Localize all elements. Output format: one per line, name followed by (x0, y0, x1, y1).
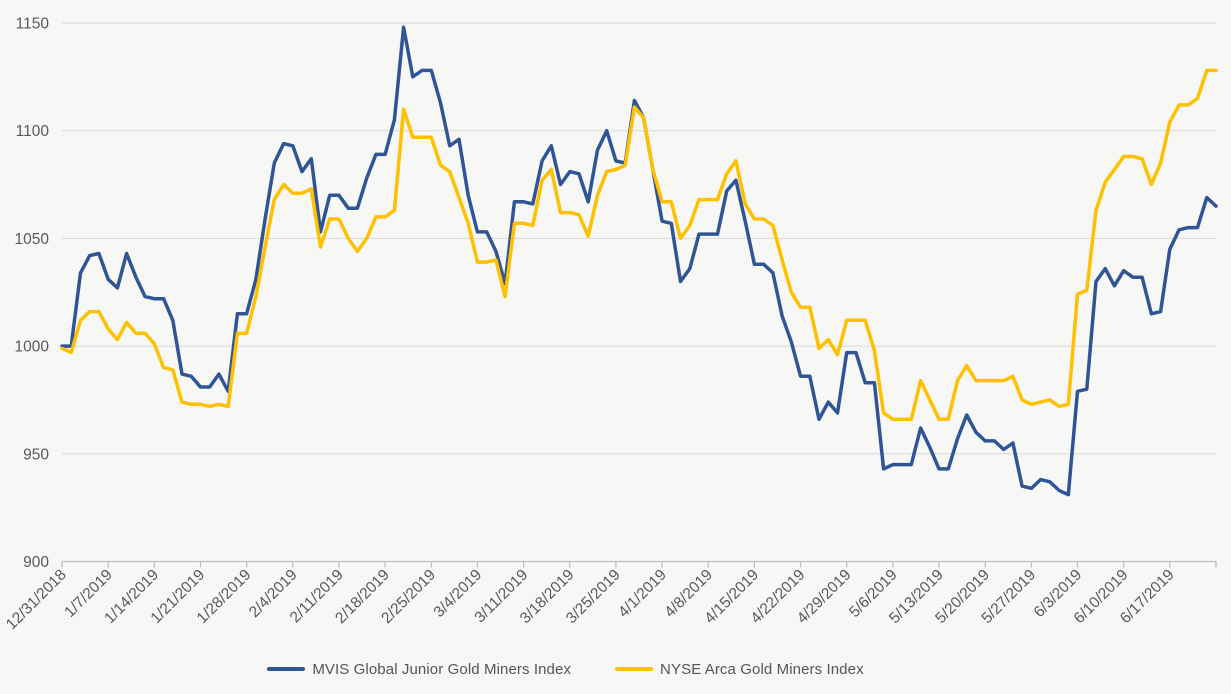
x-tick-label: 12/31/2018 (3, 566, 70, 633)
x-axis-ticks (61, 561, 1217, 568)
legend-item-nyse: NYSE Arca Gold Miners Index (615, 661, 864, 678)
y-tick-label: 1000 (15, 339, 50, 356)
nyse-line-swatch-icon (615, 666, 654, 672)
nyse-series-line (60, 68, 1218, 422)
mvis-line-swatch-icon (267, 666, 306, 672)
legend-item-mvis: MVIS Global Junior Gold Miners Index (267, 661, 571, 678)
legend-label-nyse: NYSE Arca Gold Miners Index (660, 660, 864, 678)
y-tick-label: 1150 (16, 16, 50, 33)
x-tick-label: 4/1/2019 (615, 566, 670, 621)
y-tick-label: 1100 (16, 123, 50, 140)
y-axis-labels: 1150 1100 1050 1000 950 900 (15, 16, 50, 572)
mvis-series-line (60, 25, 1218, 497)
y-tick-label: 950 (23, 446, 49, 463)
y-tick-label: 1050 (15, 231, 50, 248)
gridlines (62, 22, 1216, 563)
legend: MVIS Global Junior Gold Miners Index NYS… (0, 656, 1231, 682)
legend-label-mvis: MVIS Global Junior Gold Miners Index (312, 660, 572, 678)
x-axis-labels: 12/31/20181/7/20191/14/20191/21/20191/28… (3, 566, 1178, 633)
y-tick-label: 900 (23, 554, 49, 571)
